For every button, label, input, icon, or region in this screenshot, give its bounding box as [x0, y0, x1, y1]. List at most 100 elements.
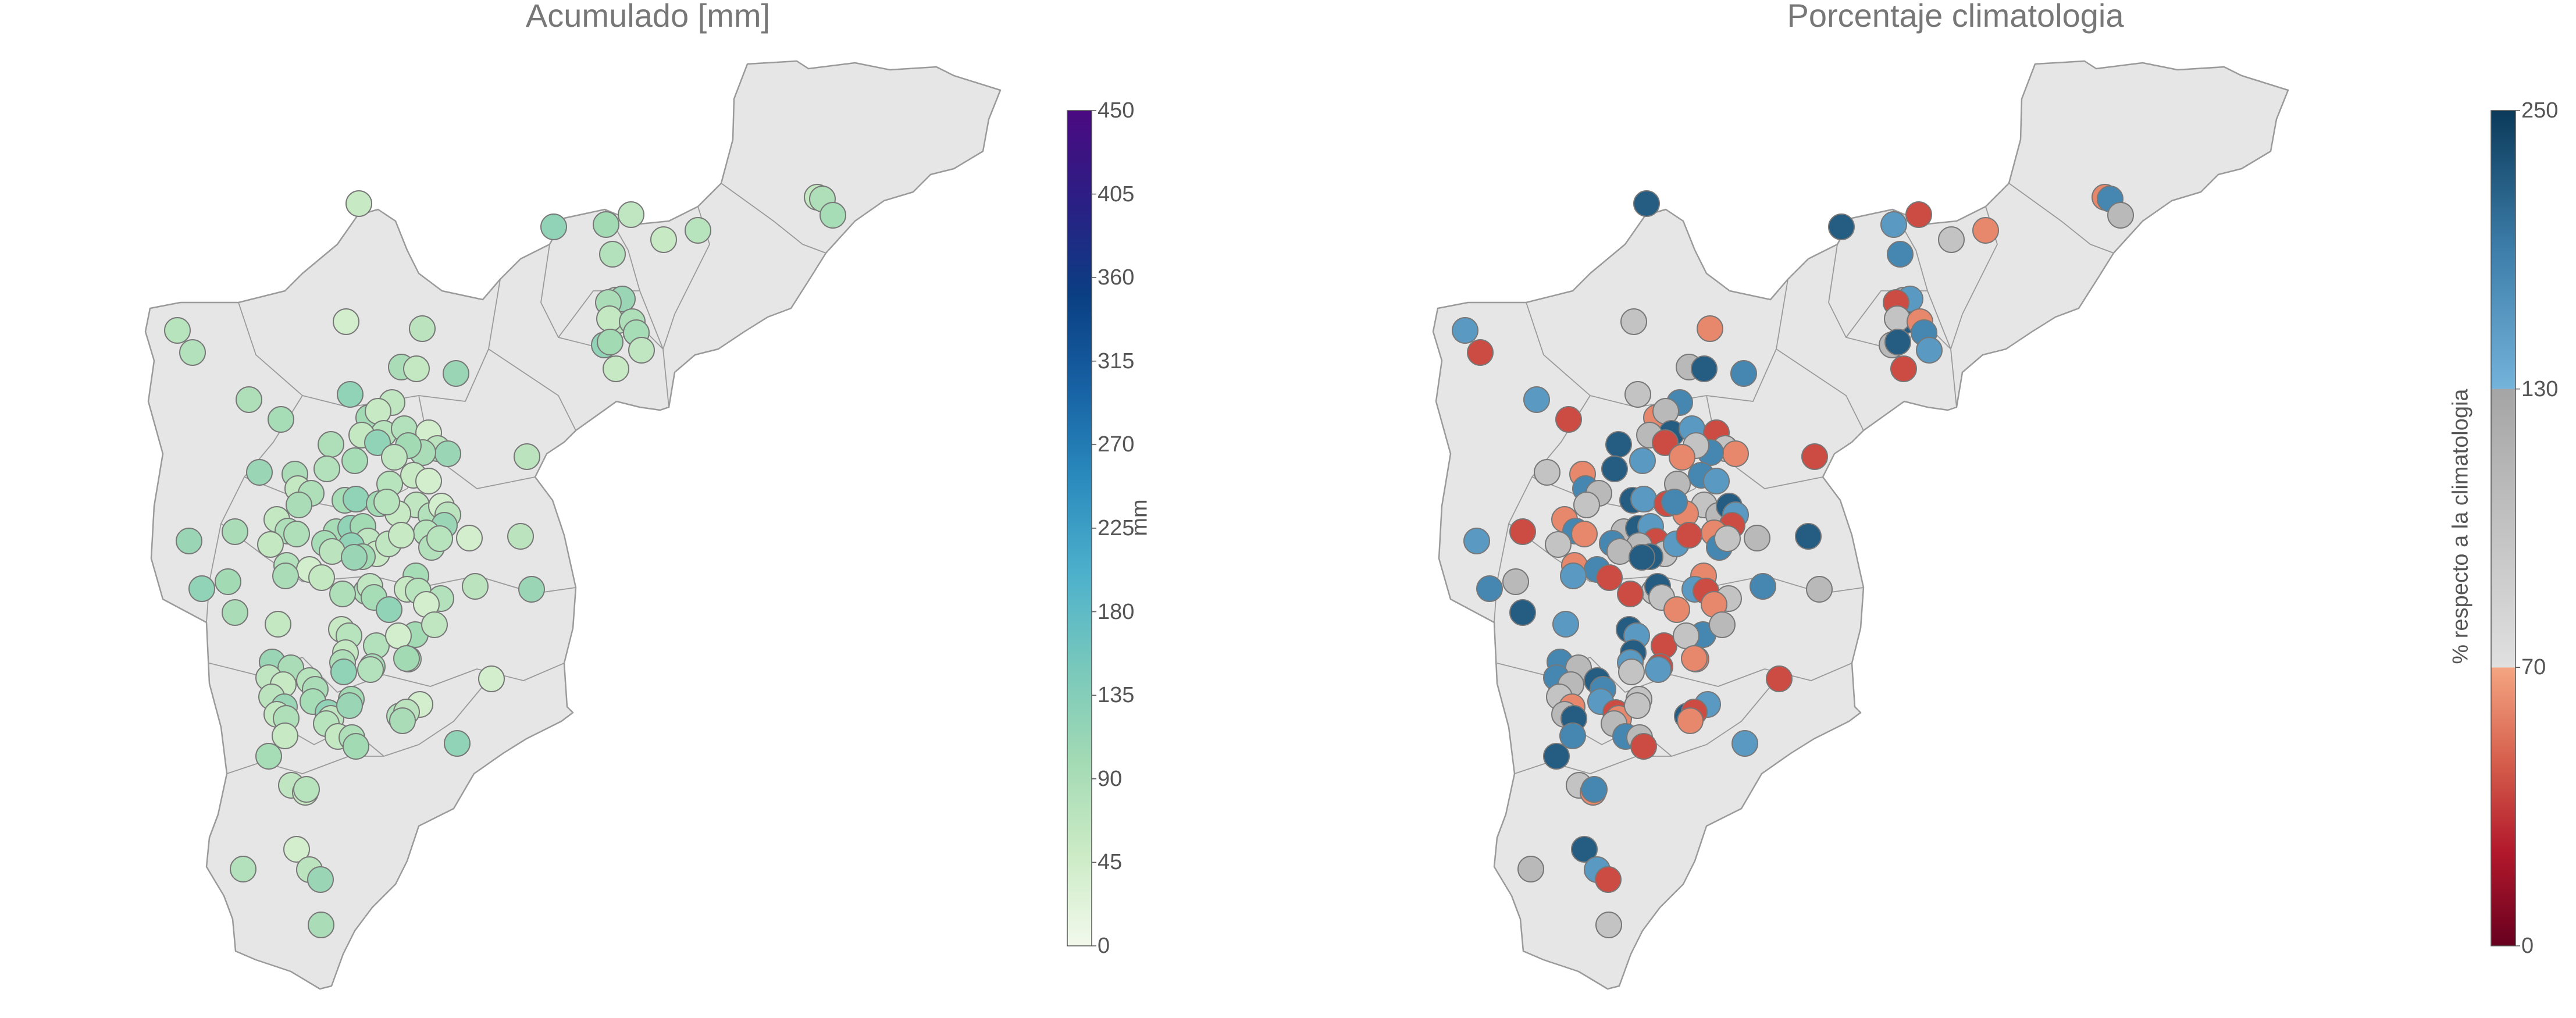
- climatology-map: [1432, 60, 2520, 990]
- station-marker: [318, 431, 344, 458]
- station-marker: [1806, 576, 1833, 603]
- station-marker: [462, 573, 489, 600]
- station-marker: [357, 656, 384, 683]
- station-marker: [365, 398, 391, 425]
- station-marker: [389, 707, 416, 734]
- station-marker: [222, 599, 248, 626]
- station-marker: [1972, 217, 1999, 244]
- accumulated-map-title: Acumulado [mm]: [525, 0, 771, 34]
- subregion-border: [721, 183, 826, 254]
- station-marker: [1509, 599, 1536, 626]
- station-marker: [376, 596, 402, 623]
- station-marker: [1663, 596, 1690, 623]
- station-marker: [307, 866, 334, 893]
- subregion-border: [488, 348, 576, 431]
- colorbar-tick-label: 90: [1098, 766, 1123, 791]
- station-marker: [286, 492, 312, 518]
- station-marker: [1722, 440, 1749, 467]
- station-marker: [593, 211, 619, 238]
- station-marker: [1617, 581, 1644, 607]
- station-marker: [236, 386, 262, 413]
- station-marker: [1673, 622, 1699, 649]
- colorbar-label: mm: [1127, 499, 1152, 536]
- subregion-border: [2008, 183, 2114, 254]
- station-marker: [308, 912, 334, 938]
- station-marker: [1697, 315, 1723, 342]
- station-marker: [1624, 692, 1651, 719]
- accumulated-colorbar: [1067, 110, 1092, 946]
- station-marker: [478, 665, 505, 692]
- colorbar-tick-label: 0: [2521, 934, 2534, 958]
- colorbar-tick-label: 45: [1098, 850, 1123, 875]
- station-marker: [246, 459, 273, 486]
- station-marker: [1887, 241, 1914, 268]
- station-marker: [1730, 360, 1757, 387]
- station-marker: [1731, 730, 1758, 757]
- station-marker: [188, 575, 215, 602]
- station-marker: [1606, 538, 1633, 565]
- station-marker: [1750, 573, 1776, 600]
- station-marker: [1571, 521, 1598, 547]
- station-marker: [1467, 339, 1494, 366]
- station-marker: [1884, 305, 1911, 332]
- colorbar-tick-label: 0: [1098, 934, 1110, 958]
- colorbar-tick-label: 250: [2521, 98, 2559, 123]
- station-marker: [283, 836, 310, 863]
- station-marker: [1629, 447, 1656, 474]
- station-marker: [1681, 645, 1708, 672]
- station-marker: [1676, 522, 1702, 549]
- station-marker: [1605, 431, 1632, 458]
- station-marker: [272, 722, 298, 749]
- station-marker: [179, 339, 206, 366]
- station-marker: [1618, 659, 1645, 685]
- station-marker: [341, 544, 368, 571]
- station-marker: [176, 528, 202, 554]
- station-marker: [415, 468, 442, 494]
- station-marker: [1677, 707, 1704, 734]
- station-marker: [319, 538, 345, 565]
- station-marker: [1452, 317, 1478, 344]
- accumulated-map-panel: Acumulado [mm] 0 45 90 135 180 225 270 315 360 40…: [144, 0, 1152, 990]
- station-marker: [336, 692, 363, 719]
- station-marker: [1630, 486, 1657, 512]
- station-marker: [373, 489, 400, 515]
- station-marker: [603, 355, 629, 382]
- colorbar-tick-label: 360: [1098, 265, 1135, 290]
- station-marker: [1880, 211, 1907, 238]
- station-marker: [1543, 743, 1570, 770]
- station-marker: [1595, 912, 1622, 938]
- subregion-border: [1776, 348, 1864, 431]
- station-marker: [1502, 568, 1529, 595]
- station-marker: [444, 730, 471, 757]
- station-marker: [345, 190, 372, 217]
- station-marker: [1571, 836, 1598, 863]
- station-marker: [265, 611, 291, 638]
- station-marker: [1534, 459, 1560, 486]
- colorbar-tick-label: 130: [2521, 376, 2559, 401]
- station-marker: [1669, 444, 1695, 471]
- colorbar-tick-label: 450: [1098, 98, 1135, 123]
- colorbar-tick-label: 270: [1098, 432, 1135, 457]
- station-marker: [1573, 492, 1600, 518]
- station-marker: [1545, 531, 1572, 558]
- station-marker: [685, 217, 711, 244]
- station-marker: [409, 315, 436, 342]
- station-marker: [381, 444, 408, 471]
- station-marker: [597, 329, 623, 355]
- colorbar-tick-label: 180: [1098, 599, 1135, 624]
- station-marker: [1601, 455, 1628, 482]
- station-marker: [1517, 856, 1544, 882]
- climatology-colorbar-segment: [2491, 389, 2516, 668]
- accumulated-map: [144, 60, 1096, 990]
- station-marker: [1555, 406, 1582, 433]
- colorbar-tick-label: 70: [2521, 655, 2546, 680]
- station-marker: [329, 581, 356, 607]
- station-marker: [1890, 355, 1917, 382]
- climatology-colorbar: [2491, 110, 2516, 946]
- station-marker: [1523, 386, 1550, 413]
- station-marker: [255, 743, 282, 770]
- station-marker: [337, 381, 364, 408]
- station-marker: [1629, 544, 1655, 571]
- station-marker: [1596, 564, 1623, 591]
- station-marker: [421, 611, 448, 638]
